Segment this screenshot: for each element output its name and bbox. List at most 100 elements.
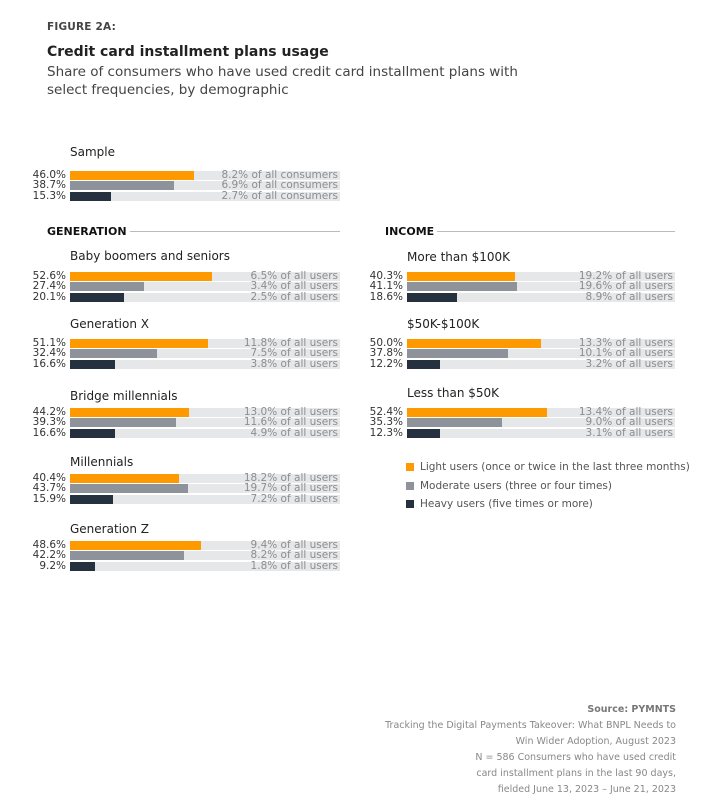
source-line: card installment plans in the last 90 da…	[476, 768, 676, 779]
bar-value-label: 52.6%	[32, 269, 66, 282]
bar-track: 2.7% of all consumers	[70, 191, 340, 202]
bar-share-note: 7.5% of all users	[250, 347, 338, 360]
bar-track: 4.9% of all users	[70, 427, 340, 440]
bar-light	[70, 540, 202, 550]
bar-track: 13.3% of all users	[407, 336, 675, 349]
bar-track: 9.4% of all users	[70, 538, 340, 551]
bar-track: 18.2% of all users	[70, 471, 340, 484]
source-note: Source: PYMNTS Tracking the Digital Paym…	[385, 702, 676, 798]
bar-share-note: 11.8% of all users	[243, 336, 338, 349]
bar-track: 9.0% of all users	[407, 416, 675, 429]
bar-light	[407, 338, 541, 348]
bar-value-label: 15.3%	[32, 190, 66, 203]
section-divider	[437, 231, 675, 232]
group-title: Generation Z	[70, 522, 149, 536]
bar-track: 7.5% of all users	[70, 347, 340, 360]
bar-track: 19.6% of all users	[407, 281, 675, 292]
bar-heavy	[70, 293, 125, 303]
bar-track: 8.2% of all users	[70, 549, 340, 562]
bar-share-note: 3.4% of all users	[250, 280, 338, 293]
bar-track: 3.2% of all users	[407, 358, 675, 371]
bar-share-note: 10.1% of all users	[578, 347, 673, 360]
bar-share-note: 7.2% of all users	[250, 493, 338, 506]
bar-heavy	[70, 562, 95, 572]
source-line: fielded June 13, 2023 – June 21, 2023	[497, 784, 676, 795]
legend-swatch	[406, 463, 414, 471]
bar-light	[70, 473, 180, 483]
bar-value-label: 40.4%	[32, 471, 66, 484]
legend-label: Light users (once or twice in the last t…	[420, 461, 690, 473]
bar-light	[70, 170, 195, 180]
bar-track: 3.1% of all users	[407, 427, 675, 440]
bar-moderate	[70, 484, 188, 494]
bar-value-label: 48.6%	[32, 538, 66, 551]
section-heading: GENERATION	[47, 225, 127, 238]
group-title: Sample	[70, 145, 115, 159]
bar-value-label: 37.8%	[369, 347, 403, 360]
bar-share-note: 9.0% of all users	[585, 416, 673, 429]
bar-moderate	[70, 349, 158, 359]
bar-light	[70, 338, 208, 348]
group-title: $50K-$100K	[407, 317, 480, 331]
bar-share-note: 3.2% of all users	[585, 358, 673, 371]
bar-moderate	[407, 282, 518, 292]
bar-value-label: 42.2%	[32, 549, 66, 562]
bar-light	[70, 407, 190, 417]
bar-share-note: 3.1% of all users	[585, 427, 673, 440]
bar-share-note: 6.9% of all consumers	[221, 179, 338, 192]
bar-share-note: 1.8% of all users	[250, 560, 338, 573]
bar-heavy	[407, 429, 440, 439]
bar-share-note: 8.9% of all users	[585, 291, 673, 304]
bar-value-label: 20.1%	[32, 291, 66, 304]
bar-heavy	[407, 360, 440, 370]
bar-value-label: 27.4%	[32, 280, 66, 293]
bar-heavy	[70, 429, 115, 439]
legend-item: Light users (once or twice in the last t…	[406, 461, 690, 473]
bar-share-note: 9.4% of all users	[250, 538, 338, 551]
bar-share-note: 8.2% of all consumers	[221, 168, 338, 181]
source-label: Source: PYMNTS	[587, 704, 676, 715]
bar-moderate	[70, 181, 175, 191]
bar-light	[407, 407, 548, 417]
chart-title: Credit card installment plans usage	[47, 44, 329, 60]
legend-swatch	[406, 481, 414, 490]
bar-value-label: 32.4%	[32, 347, 66, 360]
bar-value-label: 38.7%	[32, 179, 66, 192]
bar-light	[70, 271, 213, 281]
group-title: More than $100K	[407, 250, 511, 264]
bar-heavy	[70, 192, 112, 202]
bar-share-note: 13.4% of all users	[578, 405, 673, 418]
bar-value-label: 9.2%	[39, 560, 66, 573]
bar-value-label: 39.3%	[32, 416, 66, 429]
bar-moderate	[70, 418, 177, 428]
bar-track: 13.4% of all users	[407, 405, 675, 418]
bar-value-label: 18.6%	[369, 291, 403, 304]
bar-value-label: 16.6%	[32, 358, 66, 371]
bar-value-label: 43.7%	[32, 482, 66, 495]
group-title: Baby boomers and seniors	[70, 249, 230, 263]
bar-value-label: 12.3%	[369, 427, 403, 440]
source-line: N = 586 Consumers who have used credit	[475, 752, 676, 763]
bar-heavy	[407, 293, 457, 303]
bar-value-label: 50.0%	[369, 336, 403, 349]
bar-value-label: 44.2%	[32, 405, 66, 418]
bar-track: 8.2% of all consumers	[70, 168, 340, 181]
bar-share-note: 13.3% of all users	[578, 336, 673, 349]
bar-share-note: 18.2% of all users	[243, 471, 338, 484]
group-title: Less than $50K	[407, 386, 500, 400]
bar-track: 8.9% of all users	[407, 291, 675, 304]
bar-track: 3.4% of all users	[70, 280, 340, 293]
bar-track: 7.2% of all users	[70, 493, 340, 506]
bar-heavy	[70, 495, 113, 505]
bar-value-label: 51.1%	[32, 336, 66, 349]
bar-share-note: 8.2% of all users	[250, 549, 338, 562]
bar-share-note: 2.5% of all users	[250, 291, 338, 304]
section-divider	[130, 231, 340, 232]
bar-value-label: 52.4%	[369, 405, 403, 418]
bar-track: 6.5% of all users	[70, 270, 340, 281]
bar-value-label: 12.2%	[369, 358, 403, 371]
legend-item: Moderate users (three or four times)	[406, 480, 612, 492]
bar-value-label: 15.9%	[32, 493, 66, 506]
bar-value-label: 35.3%	[369, 416, 403, 429]
bar-share-note: 4.9% of all users	[250, 427, 338, 440]
